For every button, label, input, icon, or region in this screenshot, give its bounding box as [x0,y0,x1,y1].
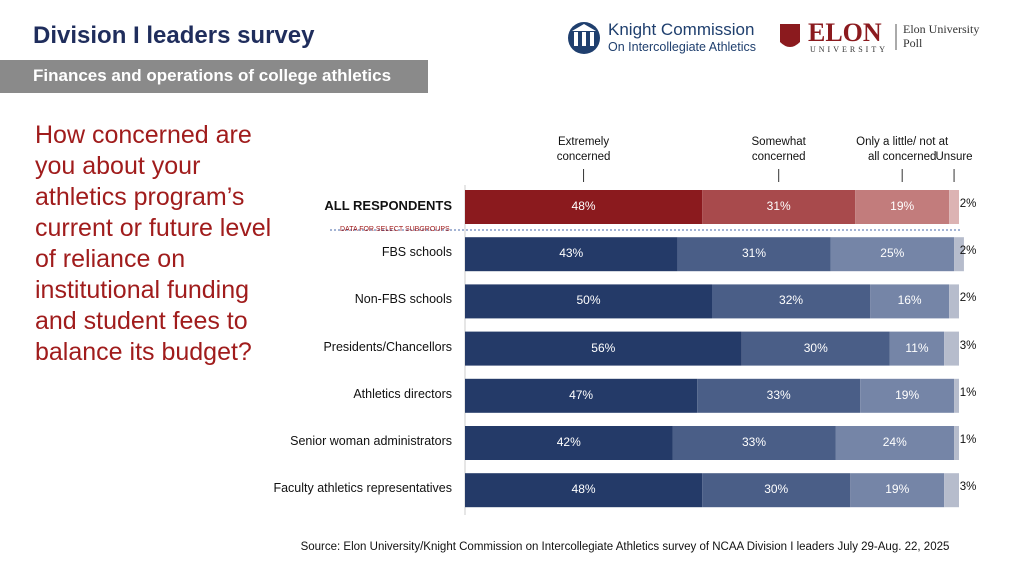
value-label: 2% [959,198,977,210]
category-label: Senior woman administrators [290,434,452,448]
value-label: 48% [571,482,596,497]
legend-label: Extremely concerned [556,136,611,163]
category-label: Faculty athletics representatives [273,481,452,496]
bar-segment [949,284,959,319]
value-label: 31% [741,246,766,261]
value-label: 16% [897,293,922,308]
bar-segment [672,426,836,460]
logo-text: Knight Commission [608,20,755,39]
category-label: Athletics directors [353,386,452,401]
value-label: 11% [905,340,929,355]
bar-segment [677,237,831,272]
bar-segment [465,237,678,272]
bar-segment [830,237,955,272]
value-label: 19% [890,199,915,213]
bar-segment [702,473,851,508]
logo-text: UNIVERSITY [810,45,888,54]
value-label: 48% [571,199,596,213]
knight-logo [568,22,600,54]
category-label: ALL RESPONDENTS [324,198,452,213]
bar-segment [465,378,698,413]
value-label: 56% [591,340,616,355]
bar-segment [465,190,703,224]
value-label: 1% [959,386,977,399]
legend-label: Somewhat concerned [751,136,806,163]
value-label: 24% [882,435,907,449]
value-label: 32% [779,293,804,308]
bar-segment [712,284,871,319]
legend-label: Unsure [935,151,973,163]
bar-segment [944,473,959,508]
bar-segment [855,190,950,224]
logo-text: Elon University [903,22,980,36]
value-label: 19% [895,387,920,402]
question: How concerned are you about your athleti… [35,121,272,366]
value-label: 25% [880,246,905,261]
category-label: FBS schools [381,245,452,260]
value-label: 2% [959,292,977,305]
bar-segment [835,426,955,460]
bar-segment [465,331,742,366]
elon-logo [780,24,897,50]
value-label: 47% [569,387,594,402]
bar-segment [954,237,964,272]
value-label: 30% [764,482,789,497]
bar-segment [697,378,861,413]
bar-segment [954,426,959,460]
bar-segment [702,190,856,224]
bar-segment [949,190,959,224]
value-label: 33% [766,387,791,402]
value-label: 3% [959,339,977,352]
legend-label: Only a little/ not at all concerned [856,136,949,163]
bar-segment [465,473,703,508]
value-label: 1% [959,434,977,446]
bar-segment [465,284,712,319]
bar-segment [870,284,950,319]
value-label: 42% [556,435,581,449]
value-label: 33% [741,435,766,449]
source: Source: Elon University/Knight Commissio… [300,541,950,553]
bar-segment [850,473,945,508]
value-label: 3% [959,481,977,494]
logo-text: ELON [808,18,882,47]
bar-segment [465,426,673,460]
bar-segment [944,331,959,366]
bar-segment [860,378,955,413]
category-label: Non-FBS schools [354,292,452,307]
bar-segment [954,378,959,413]
value-label: 30% [803,340,828,355]
bar-segment [889,331,945,366]
category-label: Presidents/Chancellors [323,339,452,354]
title: Division I leaders survey [33,22,315,49]
subtitle-band [0,60,428,93]
value-label: 19% [885,482,910,497]
bar-segment [741,331,890,366]
logo-text: Poll [903,36,923,50]
subtitle: Finances and operations of college athle… [33,66,392,85]
value-label: 50% [576,293,601,308]
annotation: DATA FOR SELECT SUBGROUPS [340,226,450,233]
logo-text: On Intercollegiate Athletics [608,40,756,54]
value-label: 2% [959,245,977,258]
value-label: 43% [559,246,584,261]
value-label: 31% [766,199,791,213]
